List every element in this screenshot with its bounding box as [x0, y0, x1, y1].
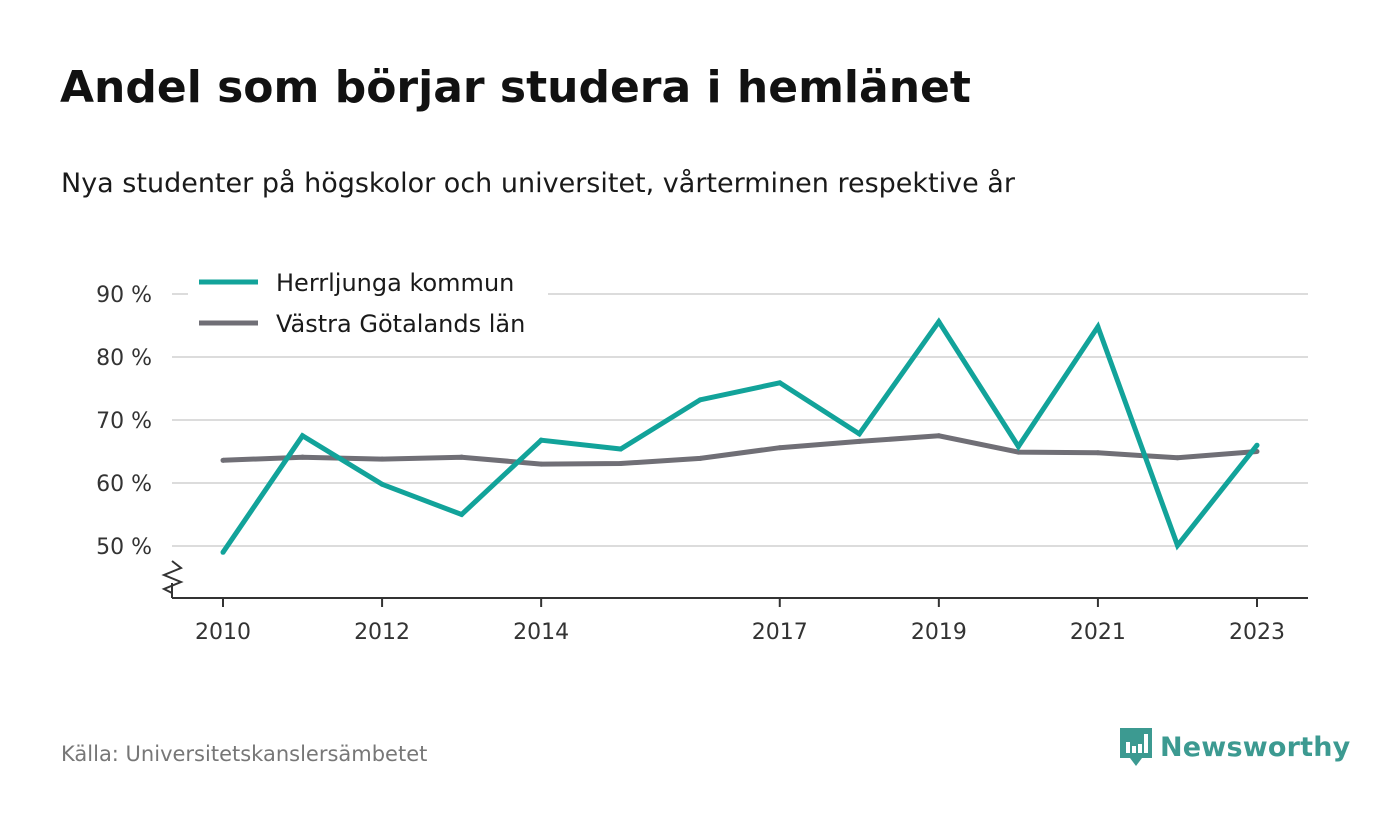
data-point: [1174, 455, 1180, 461]
data-point: [1015, 443, 1021, 449]
x-tick-label: 2014: [513, 620, 569, 645]
data-point: [618, 446, 624, 452]
brand-logo[interactable]: Newsworthy: [1118, 726, 1350, 768]
x-tick-label: 2017: [752, 620, 808, 645]
data-point: [538, 437, 544, 443]
data-point: [300, 433, 306, 439]
data-point: [220, 457, 226, 463]
data-point: [697, 397, 703, 403]
y-tick-label: 80 %: [96, 346, 152, 371]
newsworthy-logo-icon: [1120, 728, 1152, 766]
x-tick-label: 2019: [911, 620, 967, 645]
data-point: [1015, 449, 1021, 455]
data-point: [936, 433, 942, 439]
line-chart: 90 % 80 % 70 % 60 % 50 % 2010 2012 2014 2017 2019…: [96, 262, 1308, 645]
legend: Herrljunga kommun Västra Götalands län: [188, 262, 548, 344]
legend-background: [188, 262, 548, 344]
data-point: [856, 438, 862, 444]
legend-label: Västra Götalands län: [276, 310, 525, 338]
data-point: [1174, 542, 1180, 548]
data-point: [538, 461, 544, 467]
y-tick-label: 50 %: [96, 535, 152, 560]
page-subtitle: Nya studenter på högskolor och universit…: [61, 168, 1015, 199]
x-tick-label: 2023: [1229, 620, 1285, 645]
data-point: [379, 456, 385, 462]
data-point: [300, 454, 306, 460]
y-tick-label: 90 %: [96, 283, 152, 308]
data-point: [777, 380, 783, 386]
data-point: [618, 460, 624, 466]
data-point: [1095, 324, 1101, 330]
x-tick-label: 2021: [1070, 620, 1126, 645]
page-title: Andel som börjar studera i hemlänet: [60, 62, 971, 113]
y-tick-label: 70 %: [96, 409, 152, 434]
data-point: [379, 481, 385, 487]
y-axis-break: [161, 560, 184, 594]
legend-label: Herrljunga kommun: [276, 269, 514, 297]
source-note: Källa: Universitetskanslersämbetet: [61, 742, 428, 766]
data-point: [1095, 450, 1101, 456]
data-point: [459, 512, 465, 517]
series-line-vastra-gotaland: [222, 433, 1258, 467]
y-tick-label: 60 %: [96, 472, 152, 497]
axes: 90 % 80 % 70 % 60 % 50 % 2010 2012 2014 2017 2019…: [96, 283, 1308, 645]
series-lines: [220, 317, 1260, 555]
data-point: [459, 454, 465, 460]
data-point: [777, 445, 783, 451]
data-point: [936, 319, 942, 325]
x-tick-label: 2012: [354, 620, 410, 645]
data-point: [856, 431, 862, 437]
brand-name: Newsworthy: [1160, 731, 1351, 763]
series-line-herrljunga: [220, 317, 1259, 554]
data-point: [220, 549, 226, 555]
data-point: [1254, 442, 1260, 448]
data-point: [697, 455, 703, 461]
x-tick-label: 2010: [195, 620, 251, 645]
